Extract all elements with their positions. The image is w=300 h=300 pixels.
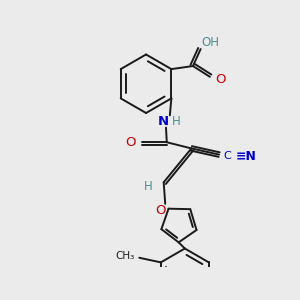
Text: H: H: [172, 115, 180, 128]
Text: N: N: [158, 115, 169, 128]
Text: O: O: [215, 74, 226, 86]
Text: O: O: [156, 204, 166, 217]
Text: O: O: [125, 136, 136, 149]
Text: H: H: [144, 180, 153, 194]
Text: CH₃: CH₃: [116, 251, 135, 261]
Text: C: C: [224, 151, 232, 161]
Text: OH: OH: [201, 36, 219, 50]
Text: ≡N: ≡N: [236, 150, 257, 164]
